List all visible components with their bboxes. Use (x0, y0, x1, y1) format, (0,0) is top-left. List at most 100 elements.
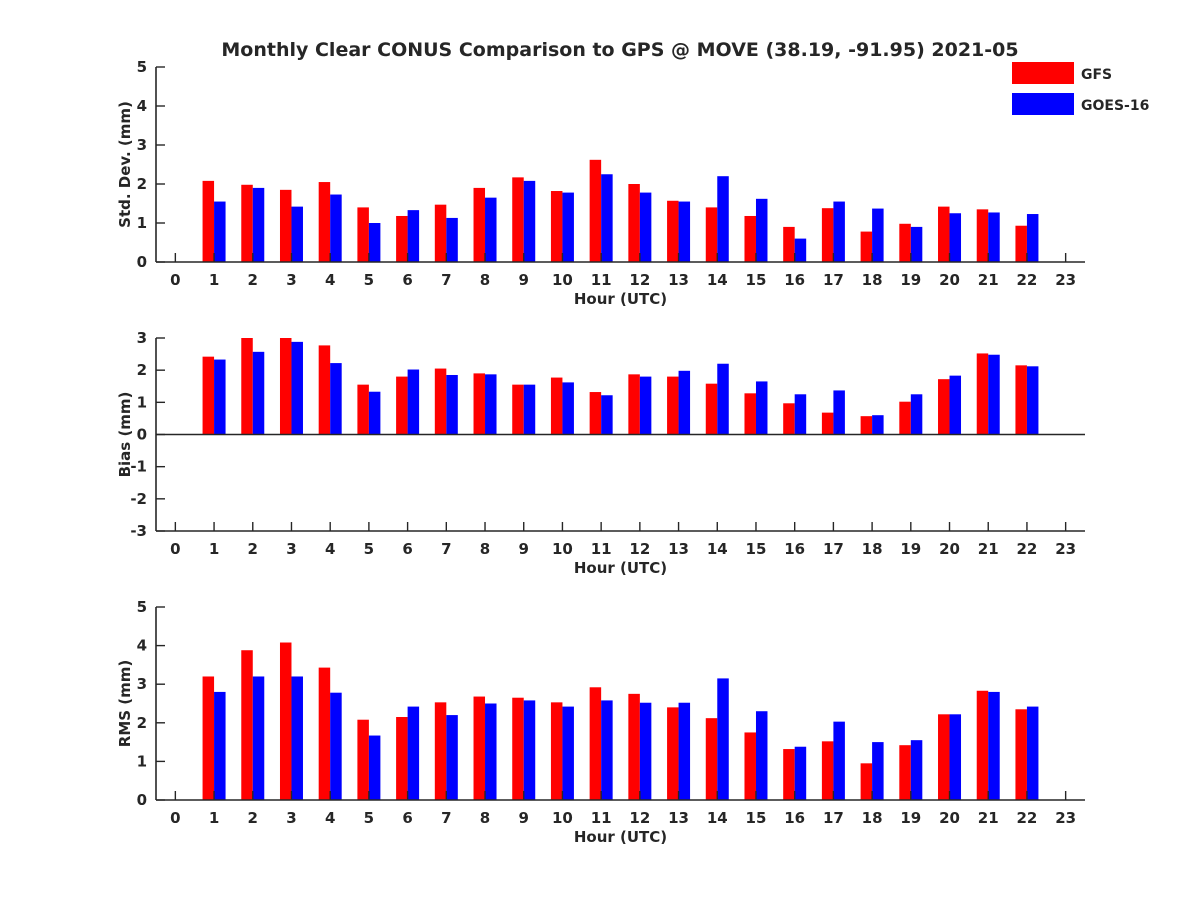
bar-goes-16-hour-14 (717, 678, 729, 800)
bar-goes-16-hour-8 (485, 374, 497, 435)
bar-goes-16-hour-20 (949, 213, 962, 262)
bar-gfs-hour-5 (357, 384, 369, 435)
bar-gfs-hour-17 (821, 412, 834, 435)
x-tick-label: 23 (1055, 271, 1076, 289)
bar-gfs-hour-18 (860, 763, 873, 800)
bar-goes-16-hour-14 (717, 176, 729, 262)
x-tick-label: 18 (862, 809, 883, 827)
bar-goes-16-hour-2 (252, 676, 265, 800)
bar-goes-16-hour-11 (601, 700, 613, 800)
bar-gfs-hour-9 (512, 697, 524, 800)
bar-goes-16-hour-19 (910, 740, 923, 800)
x-tick-label: 21 (978, 809, 999, 827)
bar-goes-16-hour-6 (407, 369, 420, 435)
x-tick-label: 14 (707, 540, 728, 558)
y-tick-label: 0 (137, 791, 147, 809)
bar-gfs-hour-21 (976, 209, 989, 262)
y-tick-label: -2 (130, 490, 147, 508)
x-tick-label: 17 (823, 809, 844, 827)
bar-gfs-hour-13 (667, 376, 679, 435)
bar-gfs-hour-17 (821, 208, 834, 262)
bar-goes-16-hour-1 (214, 691, 226, 800)
bar-goes-16-hour-10 (562, 382, 574, 435)
x-tick-label: 11 (591, 271, 612, 289)
x-tick-label: 0 (170, 540, 180, 558)
bar-gfs-hour-10 (550, 377, 563, 435)
x-tick-label: 22 (1017, 271, 1038, 289)
x-tick-label: 10 (552, 809, 573, 827)
bar-gfs-hour-11 (589, 392, 602, 435)
bar-gfs-hour-15 (744, 215, 756, 262)
bar-gfs-hour-22 (1015, 709, 1027, 800)
y-axis-label: RMS (mm) (116, 660, 134, 747)
bar-gfs-hour-8 (473, 187, 486, 262)
bar-gfs-hour-7 (434, 368, 447, 435)
bar-gfs-hour-20 (938, 379, 950, 435)
bar-goes-16-hour-5 (368, 735, 381, 800)
y-tick-label: 3 (137, 675, 147, 693)
bar-gfs-hour-21 (976, 690, 989, 800)
bar-gfs-hour-15 (744, 732, 756, 800)
bar-gfs-hour-11 (589, 159, 602, 262)
x-tick-label: 17 (823, 540, 844, 558)
x-tick-label: 1 (209, 271, 219, 289)
bar-gfs-hour-5 (357, 719, 369, 800)
x-tick-label: 18 (862, 540, 883, 558)
x-tick-label: 6 (402, 271, 412, 289)
bar-goes-16-hour-4 (330, 194, 342, 262)
bar-gfs-hour-12 (628, 693, 640, 800)
x-tick-label: 17 (823, 271, 844, 289)
x-tick-label: 10 (552, 540, 573, 558)
x-axis-label: Hour (UTC) (574, 290, 667, 308)
legend: GFS GOES-16 (1012, 62, 1149, 115)
x-tick-label: 4 (325, 540, 335, 558)
bar-gfs-hour-6 (396, 376, 408, 435)
bar-gfs-hour-1 (202, 180, 215, 262)
bar-gfs-hour-21 (976, 353, 989, 435)
bar-gfs-hour-14 (705, 207, 718, 262)
y-tick-label: 5 (137, 598, 147, 616)
bar-gfs-hour-8 (473, 696, 486, 800)
x-tick-label: 19 (900, 271, 921, 289)
bar-gfs-hour-7 (434, 204, 447, 262)
bar-gfs-hour-8 (473, 373, 486, 435)
bar-goes-16-hour-22 (1026, 214, 1039, 262)
x-tick-label: 12 (629, 809, 650, 827)
x-tick-label: 4 (325, 271, 335, 289)
x-tick-label: 16 (784, 540, 805, 558)
x-tick-label: 3 (286, 809, 296, 827)
bar-goes-16-hour-10 (562, 192, 574, 262)
x-tick-label: 5 (364, 271, 374, 289)
bar-gfs-hour-3 (279, 189, 292, 262)
bar-goes-16-hour-12 (639, 702, 652, 800)
x-tick-label: 11 (591, 540, 612, 558)
x-tick-label: 8 (480, 271, 490, 289)
x-tick-label: 3 (286, 271, 296, 289)
x-tick-label: 8 (480, 540, 490, 558)
x-tick-label: 9 (519, 540, 529, 558)
legend-label: GOES-16 (1081, 98, 1149, 114)
bar-gfs-hour-13 (667, 200, 679, 262)
x-tick-label: 4 (325, 809, 335, 827)
bar-goes-16-hour-4 (330, 363, 342, 435)
bar-gfs-hour-19 (899, 401, 911, 435)
y-tick-label: 5 (137, 58, 147, 76)
bar-gfs-hour-4 (318, 667, 331, 800)
x-tick-label: 7 (441, 271, 451, 289)
y-tick-label: 1 (137, 214, 147, 232)
x-tick-label: 7 (441, 809, 451, 827)
bar-goes-16-hour-6 (407, 706, 420, 800)
bar-goes-16-hour-5 (368, 223, 381, 262)
bar-gfs-hour-3 (279, 338, 292, 435)
x-tick-label: 20 (939, 271, 960, 289)
x-tick-label: 19 (900, 809, 921, 827)
x-tick-label: 20 (939, 540, 960, 558)
bar-goes-16-hour-18 (872, 208, 884, 262)
bar-goes-16-hour-20 (949, 714, 962, 800)
x-tick-label: 13 (668, 271, 689, 289)
bar-gfs-hour-16 (783, 403, 795, 435)
bar-goes-16-hour-6 (407, 210, 420, 262)
legend-swatch-goes-16 (1012, 93, 1074, 115)
